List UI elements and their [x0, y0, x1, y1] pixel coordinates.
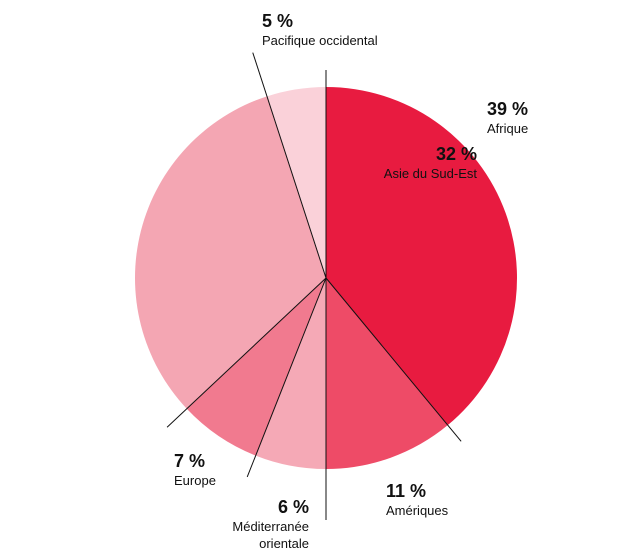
value-label: 6 %	[277, 497, 309, 517]
pie-slice	[326, 278, 448, 469]
category-label: Europe	[174, 473, 216, 489]
pie-slice	[186, 278, 326, 456]
pie-slice	[326, 87, 518, 426]
category-label: Amériques	[386, 503, 449, 519]
category-label: Méditerranée orientale	[232, 519, 309, 551]
value-label: 5 %	[262, 11, 294, 31]
value-label: 7 %	[174, 451, 206, 471]
slice-label: 39 % Afrique	[487, 98, 528, 138]
leader-line	[166, 277, 327, 428]
slice-label: 5 % Pacifique occidental	[262, 10, 378, 50]
leader-line	[252, 52, 327, 279]
pie-slice	[266, 87, 326, 278]
slice-label: 32 % Asie du Sud-Est	[384, 143, 477, 183]
value-label: 32 %	[435, 144, 477, 164]
value-label: 39 %	[487, 99, 529, 119]
category-label: Pacifique occidental	[262, 33, 378, 49]
slice-label: 11 % Amériques	[386, 480, 448, 520]
pie-slice	[255, 278, 326, 469]
leader-line	[246, 277, 327, 478]
slice-label: 7 % Europe	[174, 450, 216, 490]
slice-label: 6 % Méditerranée orientale	[209, 496, 309, 551]
category-label: Afrique	[487, 121, 529, 137]
leader-line	[325, 277, 462, 442]
pie-slice	[135, 96, 326, 409]
category-label: Asie du Sud-Est	[383, 166, 477, 182]
value-label: 11 %	[386, 481, 427, 501]
